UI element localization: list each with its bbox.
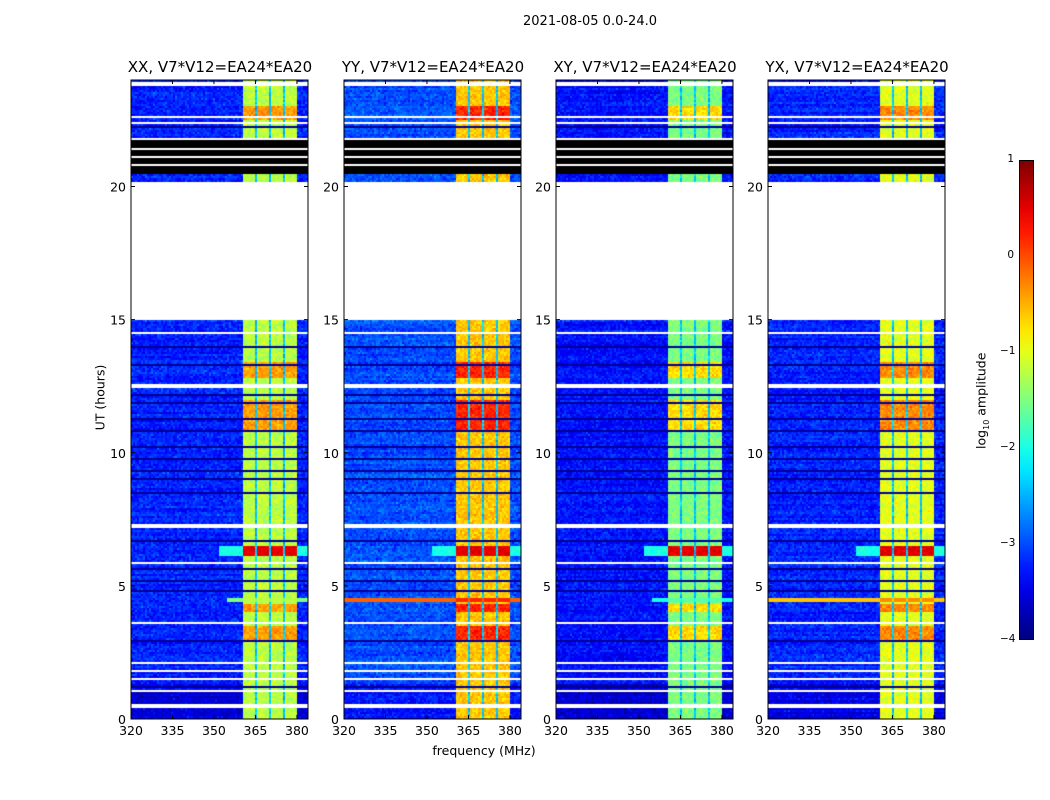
spectrogram-xy xyxy=(556,80,733,719)
x-tick-label: 335 xyxy=(161,723,185,738)
x-tick-label: 320 xyxy=(544,723,568,738)
colorbar-tick-label: −3 xyxy=(1000,537,1016,549)
x-tick-label: 380 xyxy=(285,723,309,738)
colorbar-label-base: 10 xyxy=(981,419,991,430)
y-tick-label: 20 xyxy=(323,180,339,195)
colorbar-tick-label: 1 xyxy=(1007,153,1014,165)
x-tick-label: 320 xyxy=(332,723,356,738)
y-tick-label: 10 xyxy=(747,446,763,461)
y-tick-label: 10 xyxy=(110,446,126,461)
spectrogram-panel-yx: 320 335 350 365 380 0 5 10 15 20 xyxy=(747,79,946,738)
y-tick-label: 15 xyxy=(323,313,339,328)
y-tick-label: 15 xyxy=(535,313,551,328)
spectrogram-panel-xx: 320 335 350 365 380 0 5 10 15 20 xyxy=(110,79,309,738)
panel-title-xy: XY, V7*V12=EA24*EA20 xyxy=(553,58,737,76)
spectrogram-panel-yy: 320 335 350 365 380 0 5 10 15 20 xyxy=(323,79,522,738)
plot-frame xyxy=(130,79,309,720)
figure-title: 2021-08-05 0.0-24.0 xyxy=(523,14,657,29)
colorbar-tick-label: −2 xyxy=(1000,441,1016,453)
colorbar-tick-label: −4 xyxy=(1000,633,1016,645)
x-tick-label: 350 xyxy=(627,723,651,738)
panel-title-yy: YY, V7*V12=EA24*EA20 xyxy=(341,58,525,76)
x-tick-label: 365 xyxy=(244,723,268,738)
y-tick-label: 5 xyxy=(118,579,126,594)
colorbar-label-text: amplitude xyxy=(973,352,989,420)
spectrogram-xx xyxy=(131,80,308,719)
panel-title-yx: YX, V7*V12=EA24*EA20 xyxy=(765,58,949,76)
colorbar-tick-label: 0 xyxy=(1007,249,1014,261)
y-tick-label: 20 xyxy=(747,180,763,195)
x-tick-label: 365 xyxy=(881,723,905,738)
x-tick-label: 350 xyxy=(202,723,226,738)
spectrogram-panel-xy: 320 335 350 365 380 0 5 10 15 20 xyxy=(535,79,734,738)
x-tick-label: 380 xyxy=(498,723,522,738)
y-tick-label: 0 xyxy=(755,712,763,727)
spectrogram-yx xyxy=(768,80,945,719)
plot-frame xyxy=(767,79,946,720)
y-tick-label: 15 xyxy=(747,313,763,328)
plot-frame xyxy=(555,79,734,720)
x-tick-label: 320 xyxy=(119,723,143,738)
x-tick-label: 350 xyxy=(839,723,863,738)
colorbar-tick-label: −1 xyxy=(1000,345,1016,357)
y-tick-label: 5 xyxy=(755,579,763,594)
colorbar xyxy=(1019,160,1034,640)
plot-frame xyxy=(343,79,522,720)
y-tick-label: 5 xyxy=(543,579,551,594)
x-tick-label: 380 xyxy=(710,723,734,738)
x-tick-label: 335 xyxy=(586,723,610,738)
x-axis-label: frequency (MHz) xyxy=(432,743,536,758)
y-axis-label: UT (hours) xyxy=(92,364,108,431)
y-tick-label: 0 xyxy=(118,712,126,727)
x-tick-label: 320 xyxy=(756,723,780,738)
y-tick-label: 5 xyxy=(331,579,339,594)
y-tick-label: 20 xyxy=(110,180,126,195)
x-tick-label: 335 xyxy=(798,723,822,738)
x-tick-label: 380 xyxy=(922,723,946,738)
x-tick-label: 350 xyxy=(415,723,439,738)
x-tick-label: 365 xyxy=(669,723,693,738)
colorbar-label-log: log xyxy=(973,429,989,449)
panel-title-xx: XX, V7*V12=EA24*EA20 xyxy=(127,58,313,76)
y-tick-label: 0 xyxy=(543,712,551,727)
y-tick-label: 0 xyxy=(331,712,339,727)
spectrogram-yy xyxy=(344,80,521,719)
y-tick-label: 10 xyxy=(535,446,551,461)
y-tick-label: 15 xyxy=(110,313,126,328)
y-tick-label: 20 xyxy=(535,180,551,195)
x-tick-label: 335 xyxy=(374,723,398,738)
colorbar-label: log10 amplitude xyxy=(973,331,991,471)
y-tick-label: 10 xyxy=(323,446,339,461)
x-tick-label: 365 xyxy=(457,723,481,738)
